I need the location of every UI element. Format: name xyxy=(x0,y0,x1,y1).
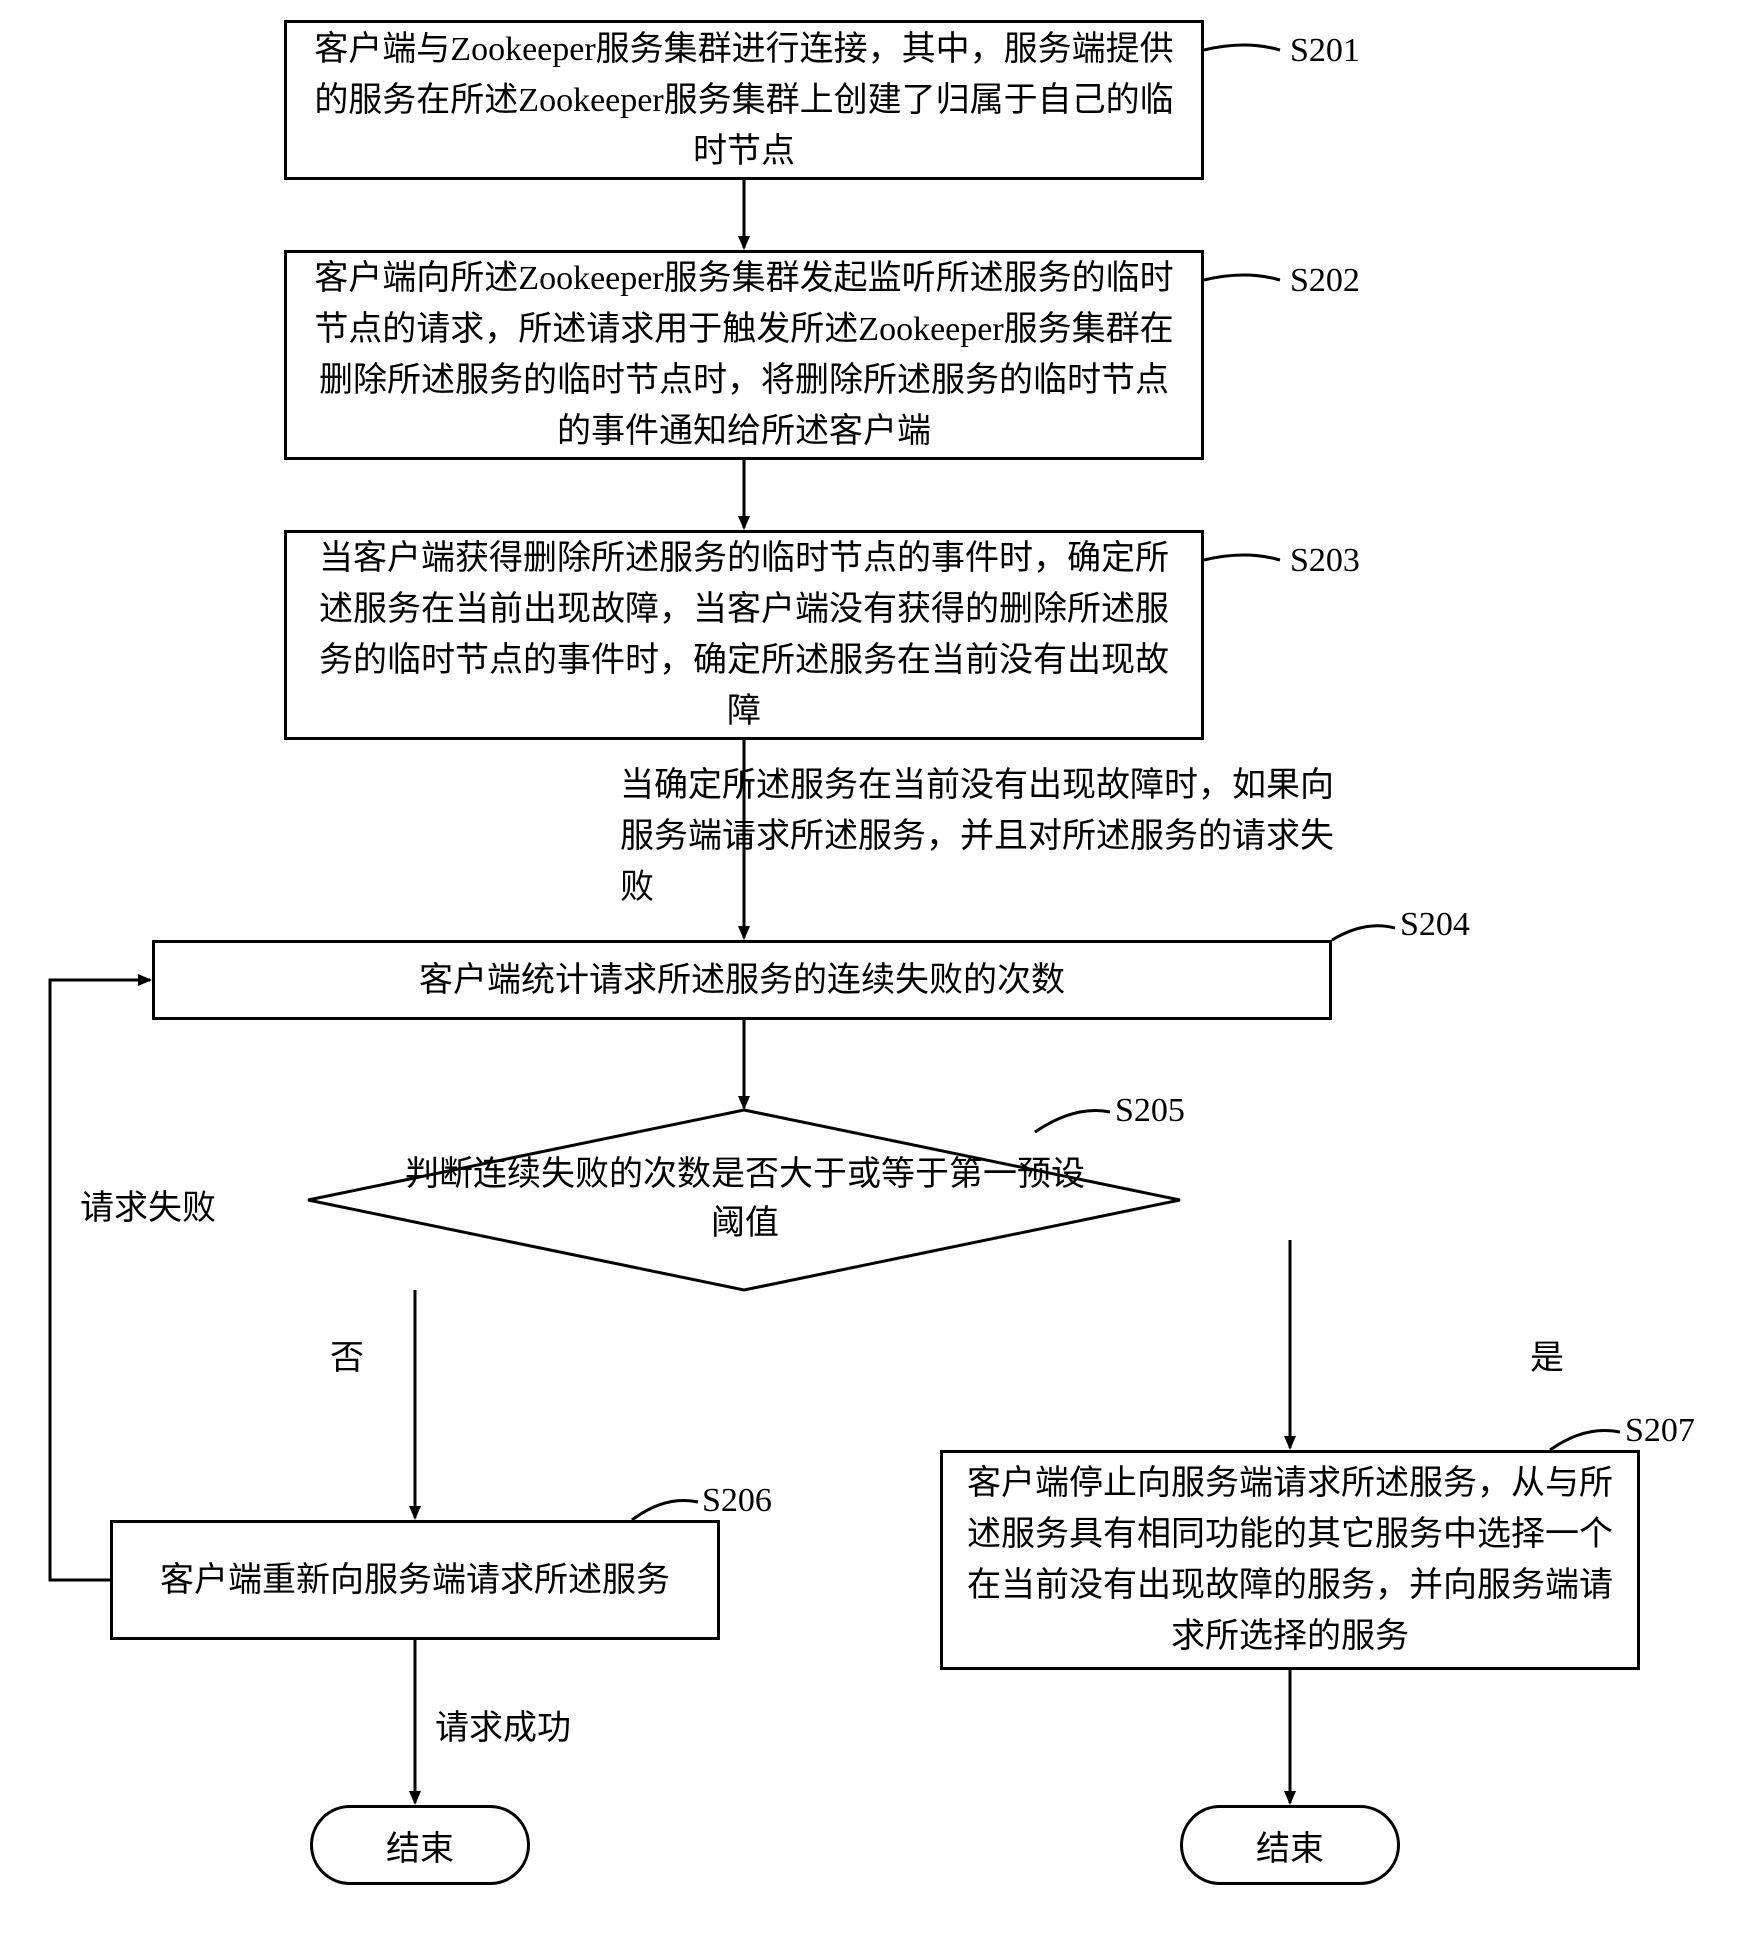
step-text: 客户端向所述Zookeeper服务集群发起监听所述服务的临时节点的请求，所述请求… xyxy=(305,253,1183,457)
step-label-s207: S207 xyxy=(1625,1412,1695,1450)
terminator-end-left: 结束 xyxy=(310,1805,530,1885)
step-s207: 客户端停止向服务端请求所述服务，从与所述服务具有相同功能的其它服务中选择一个在当… xyxy=(940,1450,1640,1670)
branch-no: 否 xyxy=(330,1330,364,1379)
step-s201: 客户端与Zookeeper服务集群进行连接，其中，服务端提供的服务在所述Zook… xyxy=(284,20,1204,180)
step-s206: 客户端重新向服务端请求所述服务 xyxy=(110,1520,720,1640)
branch-request-success: 请求成功 xyxy=(435,1700,571,1749)
step-text: 客户端统计请求所述服务的连续失败的次数 xyxy=(419,955,1065,1006)
flowchart-canvas: 客户端与Zookeeper服务集群进行连接，其中，服务端提供的服务在所述Zook… xyxy=(20,20,1718,1915)
step-label-s205: S205 xyxy=(1115,1092,1185,1130)
step-s204: 客户端统计请求所述服务的连续失败的次数 xyxy=(152,940,1332,1020)
step-label-s202: S202 xyxy=(1290,262,1360,300)
step-s203: 当客户端获得删除所述服务的临时节点的事件时，确定所述服务在当前出现故障，当客户端… xyxy=(284,530,1204,740)
step-label-s201: S201 xyxy=(1290,32,1360,70)
step-s202: 客户端向所述Zookeeper服务集群发起监听所述服务的临时节点的请求，所述请求… xyxy=(284,250,1204,460)
decision-s205: 判断连续失败的次数是否大于或等于第一预设阈值 xyxy=(400,1150,1090,1250)
step-text: 客户端停止向服务端请求所述服务，从与所述服务具有相同功能的其它服务中选择一个在当… xyxy=(961,1458,1619,1662)
branch-request-fail: 请求失败 xyxy=(80,1180,216,1229)
step-text: 客户端与Zookeeper服务集群进行连接，其中，服务端提供的服务在所述Zook… xyxy=(305,24,1183,177)
step-text: 客户端重新向服务端请求所述服务 xyxy=(160,1555,670,1606)
condition-text: 当确定所述服务在当前没有出现故障时，如果向服务端请求所述服务，并且对所述服务的请… xyxy=(620,760,1340,913)
step-label-s206: S206 xyxy=(702,1482,772,1520)
step-label-s204: S204 xyxy=(1400,906,1470,944)
step-label-s203: S203 xyxy=(1290,542,1360,580)
terminator-end-right: 结束 xyxy=(1180,1805,1400,1885)
branch-yes: 是 xyxy=(1530,1330,1564,1379)
terminator-text: 结束 xyxy=(386,1821,454,1870)
decision-text: 判断连续失败的次数是否大于或等于第一预设阈值 xyxy=(405,1156,1085,1242)
terminator-text: 结束 xyxy=(1256,1821,1324,1870)
step-text: 当客户端获得删除所述服务的临时节点的事件时，确定所述服务在当前出现故障，当客户端… xyxy=(305,533,1183,737)
